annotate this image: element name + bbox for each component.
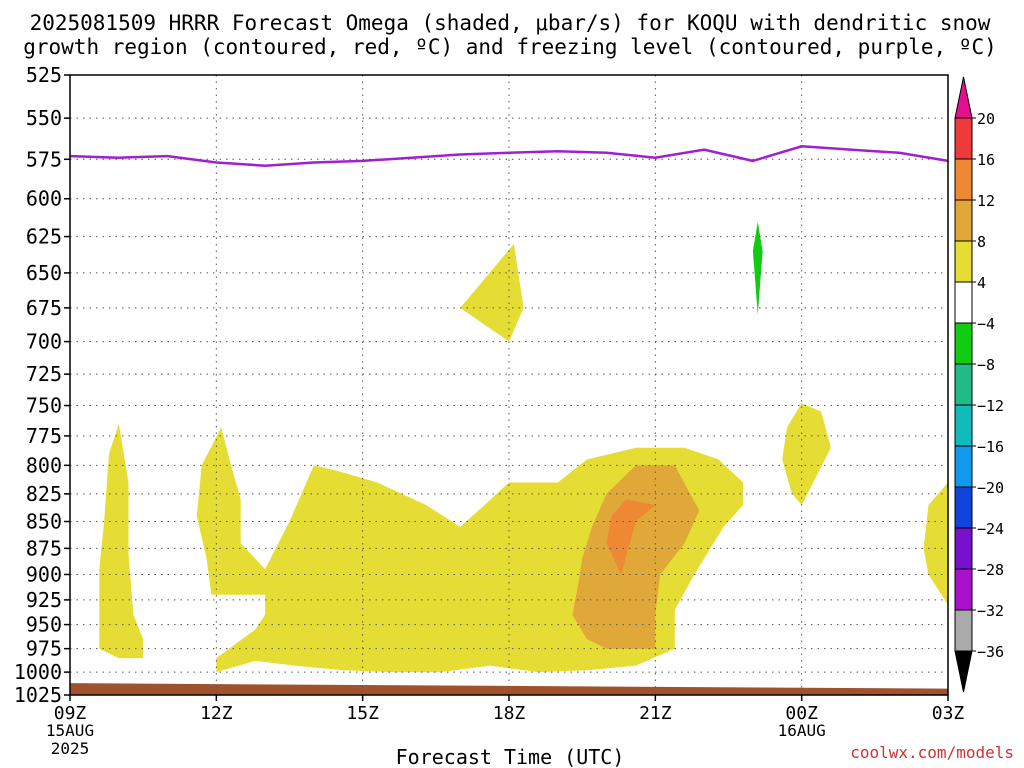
y-tick-label-3: 600 [26,187,62,211]
colorbar-label-13: −36 [977,643,1004,661]
colorbar-segment-12 [954,568,973,611]
colorbar-segment-13 [954,609,973,652]
colorbar-segment-6 [954,322,973,365]
x-tick-label-0: 09Z [54,703,87,724]
x-tick-year-0: 2025 [51,739,90,758]
colorbar-segment-1 [954,117,973,160]
x-axis-label: Forecast Time (UTC) [396,745,625,768]
colorbar-label-11: −28 [977,561,1004,579]
omega-region-3 [782,403,831,505]
colorbar-segment-10 [954,486,973,529]
axes: 525 550 575 600 625 650 675 700 725 750 775 800 825 8… [14,63,965,758]
omega-region-6 [606,499,656,575]
colorbar-segment-9 [954,445,973,488]
colorbar-segment-4 [954,240,973,283]
y-tick-label-6: 675 [26,296,62,320]
y-tick-label-1: 550 [26,106,62,130]
y-tick-label-9: 750 [26,394,62,418]
y-tick-label-7: 700 [26,330,62,354]
y-tick-label-2: 575 [26,147,62,171]
colorbar-label-6: −8 [977,356,995,374]
x-tick-label-6: 03Z [932,703,965,724]
colorbar-segment-8 [954,404,973,447]
colorbar-segment-3 [954,199,973,242]
x-tick-label-3: 18Z [493,703,526,724]
watermark: coolwx.com/models [850,743,1014,762]
y-tick-label-10: 775 [26,424,62,448]
colorbar-label-3: 8 [977,233,986,251]
colorbar-segment-7 [954,363,973,406]
plot-area [69,74,949,696]
y-tick-label-0: 525 [26,63,62,87]
x-tick-label-1: 12Z [200,703,233,724]
y-tick-label-20: 1025 [14,683,62,707]
y-tick-label-5: 650 [26,261,62,285]
x-tick-label-4: 21Z [639,703,672,724]
y-tick-label-8: 725 [26,362,62,386]
y-tick-label-18: 975 [26,637,62,661]
colorbar: 20 16 12 8 4 −4 −8 −12 −16 −20 −24 −28 −32 −36 [954,76,1004,693]
x-tick-date-0: 15AUG [46,721,94,740]
colorbar-label-0: 20 [977,110,995,128]
y-tick-label-19: 1000 [14,660,62,684]
colorbar-segment-2 [954,158,973,201]
omega-region-7 [752,221,763,315]
colorbar-label-4: 4 [977,274,986,292]
colorbar-label-5: −4 [977,315,995,333]
y-tick-label-12: 825 [26,482,62,506]
y-tick-label-11: 800 [26,453,62,477]
x-tick-label-2: 15Z [346,703,379,724]
y-tick-label-4: 625 [26,225,62,249]
omega-region-5 [572,465,700,649]
colorbar-segment-0 [954,76,973,119]
colorbar-segment-14 [954,650,973,693]
colorbar-label-1: 16 [977,151,995,169]
y-tick-label-14: 875 [26,536,62,560]
colorbar-label-10: −24 [977,520,1004,538]
colorbar-label-2: 12 [977,192,995,210]
y-tick-label-13: 850 [26,510,62,534]
freezing-level-line [69,145,949,167]
colorbar-label-9: −20 [977,479,1004,497]
y-tick-label-17: 950 [26,613,62,637]
x-tick-label-5: 00Z [785,703,818,724]
chart-title-line2: growth region (contoured, red, ºC) and f… [23,35,997,59]
colorbar-label-12: −32 [977,602,1004,620]
colorbar-label-8: −16 [977,438,1004,456]
colorbar-segment-11 [954,527,973,570]
ground-band [70,683,948,695]
colorbar-label-7: −12 [977,397,1004,415]
y-tick-label-15: 900 [26,562,62,586]
omega-region-2 [460,244,524,342]
x-tick-date-5: 16AUG [778,721,826,740]
y-tick-label-16: 925 [26,588,62,612]
colorbar-segment-5 [954,281,973,324]
chart-title-line1: 2025081509 HRRR Forecast Omega (shaded, … [30,11,991,35]
